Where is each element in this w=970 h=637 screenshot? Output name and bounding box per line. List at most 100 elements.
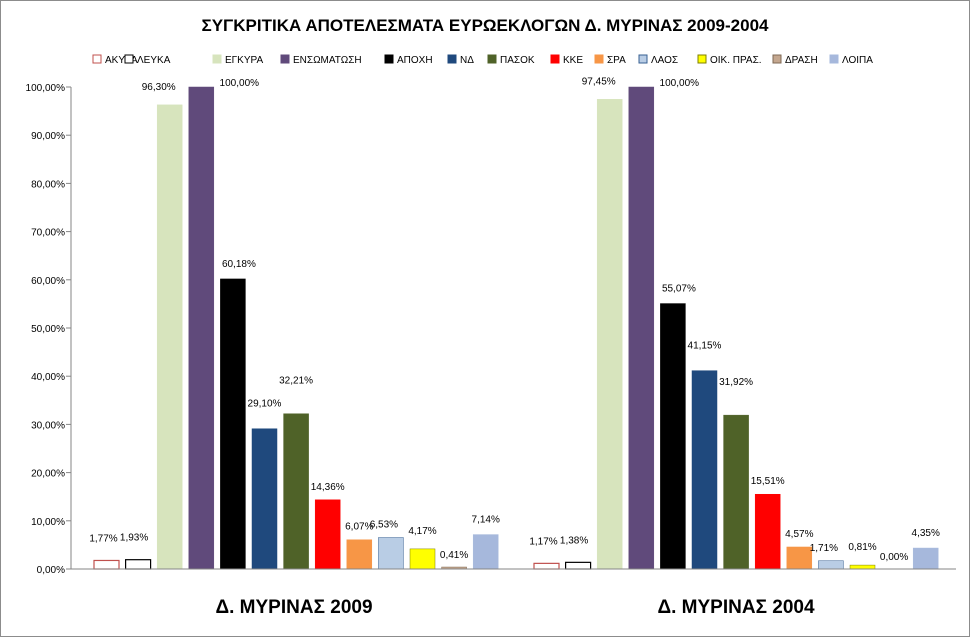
bar [849,564,876,570]
bar [378,537,404,570]
legend-item: ΕΝΣΩΜΑΤΩΣΗ [280,54,362,66]
bar [691,370,718,570]
data-label: 100,00% [660,78,700,89]
bar [628,86,655,570]
data-label: 1,71% [810,543,838,554]
bar [660,303,686,570]
data-label: 31,92% [719,377,753,388]
x-category-label: Δ. ΜΥΡΙΝΑΣ 2004 [657,597,814,618]
legend-item: ΟΙΚ. ΠΡΑΣ. [697,54,762,66]
data-label: 97,45% [582,76,616,87]
legend-swatch [594,54,604,64]
legend-swatch [550,54,560,64]
legend-swatch [829,54,839,64]
y-tick-label: 20,00% [31,469,65,480]
bar [409,548,436,570]
y-tick-label: 30,00% [31,420,65,431]
legend-swatch [772,54,782,64]
y-tick-label: 100,00% [26,83,66,94]
data-labels: 1,77% 1,93% 96,30% 100,00% 60,18% 29,10% 32,21… [89,76,940,563]
bar [283,413,309,570]
data-label: 60,18% [222,259,256,270]
legend-item: ΔΡΑΣΗ [772,54,818,66]
data-label: 4,57% [785,529,813,540]
y-tick-label: 0,00% [37,565,65,576]
bar [93,559,120,570]
legend-label: ΑΚΥΡΑ [105,55,138,66]
data-label: 4,35% [912,528,940,539]
legend-label: ΝΔ [460,55,474,66]
legend-swatch [638,54,648,64]
legend: ΑΚΥΡΑ ΛΕΥΚΑ ΕΓΚΥΡΑ ΕΝΣΩΜΑΤΩΣΗ ΑΠΟΧΗ ΝΔ ΠΑΣΟΚ ΚΚ… [92,54,873,66]
bar [754,493,781,570]
y-tick-label: 70,00% [31,228,65,239]
legend-item: ΑΚΥΡΑ [92,54,138,66]
chart-title: ΣΥΓΚΡΙΤΙΚΑ ΑΠΟΤΕΛΕΣΜΑΤΑ ΕΥΡΩΕΚΛΟΓΩΝ Δ. Μ… [202,16,770,35]
legend-swatch [212,54,222,64]
data-label: 4,17% [408,526,436,537]
data-label: 1,93% [120,533,148,544]
bars [93,86,939,570]
legend-item: ΛΕΥΚΑ [124,54,171,66]
legend-item: ΕΓΚΥΡΑ [212,54,263,66]
bar [220,278,246,570]
legend-label: ΛΟΙΠΑ [842,55,873,66]
legend-item: ΠΑΣΟΚ [487,54,535,66]
legend-swatch [487,54,497,64]
data-label: 55,07% [662,284,696,295]
legend-label: ΟΙΚ. ΠΡΑΣ. [710,55,762,66]
data-label: 6,07% [345,522,373,533]
y-tick-label: 80,00% [31,179,65,190]
data-label: 0,00% [880,552,908,563]
legend-swatch [697,54,707,64]
legend-label: ΛΑΟΣ [651,55,678,66]
bar [472,534,499,570]
legend-item: ΛΟΙΠΑ [829,54,873,66]
bar [564,561,592,570]
y-tick-label: 10,00% [31,517,65,528]
data-label: 41,15% [688,341,722,352]
legend-swatch [447,54,457,64]
y-tick-label: 40,00% [31,372,65,383]
legend-label: ΠΑΣΟΚ [500,55,535,66]
bar [912,547,939,570]
bar [156,104,183,570]
data-label: 14,36% [311,482,345,493]
bar [723,414,749,570]
bar [786,546,813,570]
legend-swatch [92,54,102,64]
bar [251,428,278,570]
y-axis: 0,00% 10,00% 20,00% 30,00% 40,00% 50,00% 60,00… [26,83,72,576]
bar [314,499,341,570]
x-category-label: Δ. ΜΥΡΙΝΑΣ 2009 [215,597,372,618]
legend-label: ΛΕΥΚΑ [137,55,171,66]
bar [188,86,215,570]
legend-item: ΑΠΟΧΗ [384,54,433,66]
data-label: 100,00% [220,78,260,89]
bar [596,99,623,570]
legend-item: ΣΡΑ [594,54,626,66]
y-tick-label: 60,00% [31,276,65,287]
data-label: 1,17% [529,536,557,547]
legend-swatch [124,54,134,64]
legend-item: ΝΔ [447,54,474,66]
legend-item: ΛΑΟΣ [638,54,678,66]
legend-label: ΔΡΑΣΗ [785,55,818,66]
data-label: 1,77% [89,533,117,544]
legend-swatch [280,54,290,64]
legend-label: ΕΓΚΥΡΑ [225,55,263,66]
y-tick-label: 90,00% [31,131,65,142]
legend-label: ΑΠΟΧΗ [397,55,433,66]
data-label: 32,21% [279,376,313,387]
data-label: 7,14% [472,515,500,526]
data-label: 29,10% [248,399,282,410]
legend-label: ΚΚΕ [563,55,583,66]
data-label: 96,30% [142,82,176,93]
legend-swatch [384,54,394,64]
bar [818,560,844,570]
data-label: 15,51% [751,476,785,487]
y-tick-label: 50,00% [31,324,65,335]
legend-label: ΣΡΑ [607,55,626,66]
